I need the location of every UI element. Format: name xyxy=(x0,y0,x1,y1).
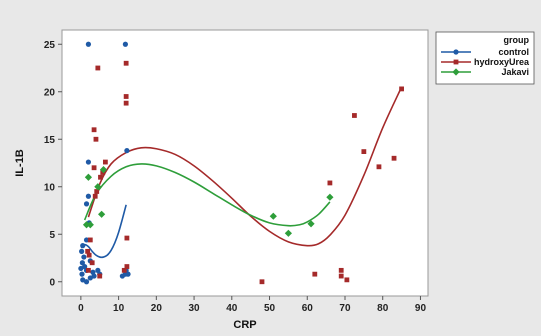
data-point-hydroxyUrea xyxy=(124,264,130,269)
data-point-control xyxy=(80,243,86,249)
x-tick-label: 70 xyxy=(339,303,351,314)
legend-title: group xyxy=(504,35,530,45)
data-point-hydroxyUrea xyxy=(344,277,350,283)
data-point-hydroxyUrea xyxy=(93,136,99,142)
data-points xyxy=(78,41,404,285)
x-tick-label: 20 xyxy=(151,303,163,314)
legend-label-control: control xyxy=(499,47,530,57)
data-point-hydroxyUrea xyxy=(352,113,357,118)
data-point-control xyxy=(122,41,128,47)
data-point-hydroxyUrea xyxy=(399,86,404,92)
data-point-hydroxyUrea xyxy=(89,260,95,266)
data-point-hydroxyUrea xyxy=(361,149,367,154)
data-point-hydroxyUrea xyxy=(327,180,333,186)
y-tick-label: 15 xyxy=(44,135,56,146)
data-point-hydroxyUrea xyxy=(97,273,103,279)
data-point-control xyxy=(83,201,90,207)
legend-box xyxy=(435,31,535,85)
data-point-hydroxyUrea xyxy=(95,65,101,71)
data-point-hydroxyUrea xyxy=(87,237,93,243)
data-point-control xyxy=(83,237,90,243)
x-tick-label: 0 xyxy=(78,303,84,314)
data-point-hydroxyUrea xyxy=(85,248,91,254)
data-point-hydroxyUrea xyxy=(376,164,382,170)
legend-label-hydroxyUrea: hydroxyUrea xyxy=(474,57,530,67)
data-point-Jakavi xyxy=(326,193,334,201)
data-point-hydroxyUrea xyxy=(94,189,100,194)
x-tick-label: 10 xyxy=(113,303,125,314)
plot-area xyxy=(61,29,429,297)
x-tick-label: 80 xyxy=(377,303,389,314)
data-point-control xyxy=(81,254,87,260)
legend-marker-control xyxy=(453,49,459,55)
x-tick-label: 50 xyxy=(264,303,276,314)
y-tick-label: 5 xyxy=(49,230,55,241)
y-tick-label: 10 xyxy=(44,182,56,193)
data-point-Jakavi xyxy=(284,229,292,237)
x-tick-label: 90 xyxy=(415,303,427,314)
data-point-control xyxy=(85,193,92,199)
data-point-hydroxyUrea xyxy=(391,155,397,161)
data-point-hydroxyUrea xyxy=(312,271,318,277)
trend-line-control xyxy=(80,204,127,259)
data-point-hydroxyUrea xyxy=(121,267,127,273)
legend-marker-Jakavi xyxy=(452,68,460,76)
data-point-hydroxyUrea xyxy=(123,60,129,66)
data-point-hydroxyUrea xyxy=(123,100,129,106)
data-point-hydroxyUrea xyxy=(86,252,92,258)
data-point-control xyxy=(87,275,93,281)
data-point-control xyxy=(85,41,92,47)
trend-line-Jakavi xyxy=(83,163,331,227)
data-point-hydroxyUrea xyxy=(338,273,344,279)
data-point-hydroxyUrea xyxy=(259,279,265,285)
data-point-hydroxyUrea xyxy=(86,267,91,273)
data-point-hydroxyUrea xyxy=(124,235,130,241)
data-point-Jakavi xyxy=(84,173,93,181)
data-point-Jakavi xyxy=(94,183,102,191)
x-tick-label: 60 xyxy=(302,303,314,314)
legend-label-Jakavi: Jakavi xyxy=(501,67,529,77)
data-point-control xyxy=(79,260,85,266)
data-point-Jakavi xyxy=(82,221,91,229)
x-tick-label: 40 xyxy=(226,303,238,314)
data-point-hydroxyUrea xyxy=(123,94,129,99)
data-point-hydroxyUrea xyxy=(91,165,97,171)
data-point-Jakavi xyxy=(269,212,277,220)
data-point-control xyxy=(79,271,85,277)
x-axis-title: CRP xyxy=(233,319,256,331)
data-point-hydroxyUrea xyxy=(98,174,103,180)
x-tick-label: 30 xyxy=(188,303,200,314)
data-point-Jakavi xyxy=(99,166,108,174)
data-point-hydroxyUrea xyxy=(338,267,344,273)
data-point-hydroxyUrea xyxy=(91,127,97,133)
data-point-control xyxy=(79,248,85,254)
y-tick-label: 25 xyxy=(44,40,56,51)
legend-marker-hydroxyUrea xyxy=(453,59,459,65)
y-axis-title: IL-1B xyxy=(14,149,26,177)
y-tick-label: 0 xyxy=(49,277,55,288)
data-point-hydroxyUrea xyxy=(92,193,98,199)
data-point-Jakavi xyxy=(86,221,94,229)
data-point-Jakavi xyxy=(98,210,106,218)
data-point-Jakavi xyxy=(307,220,315,228)
axes: 0 10 20 30 40 50 60 70 80 90 0 5 10 15 20 25 xyxy=(44,40,427,314)
data-point-control xyxy=(85,159,92,165)
data-point-control xyxy=(83,279,90,285)
data-point-control xyxy=(124,148,130,154)
data-point-control xyxy=(78,265,84,272)
data-point-hydroxyUrea xyxy=(102,159,108,165)
y-tick-label: 20 xyxy=(44,87,56,98)
data-point-hydroxyUrea xyxy=(100,170,106,175)
